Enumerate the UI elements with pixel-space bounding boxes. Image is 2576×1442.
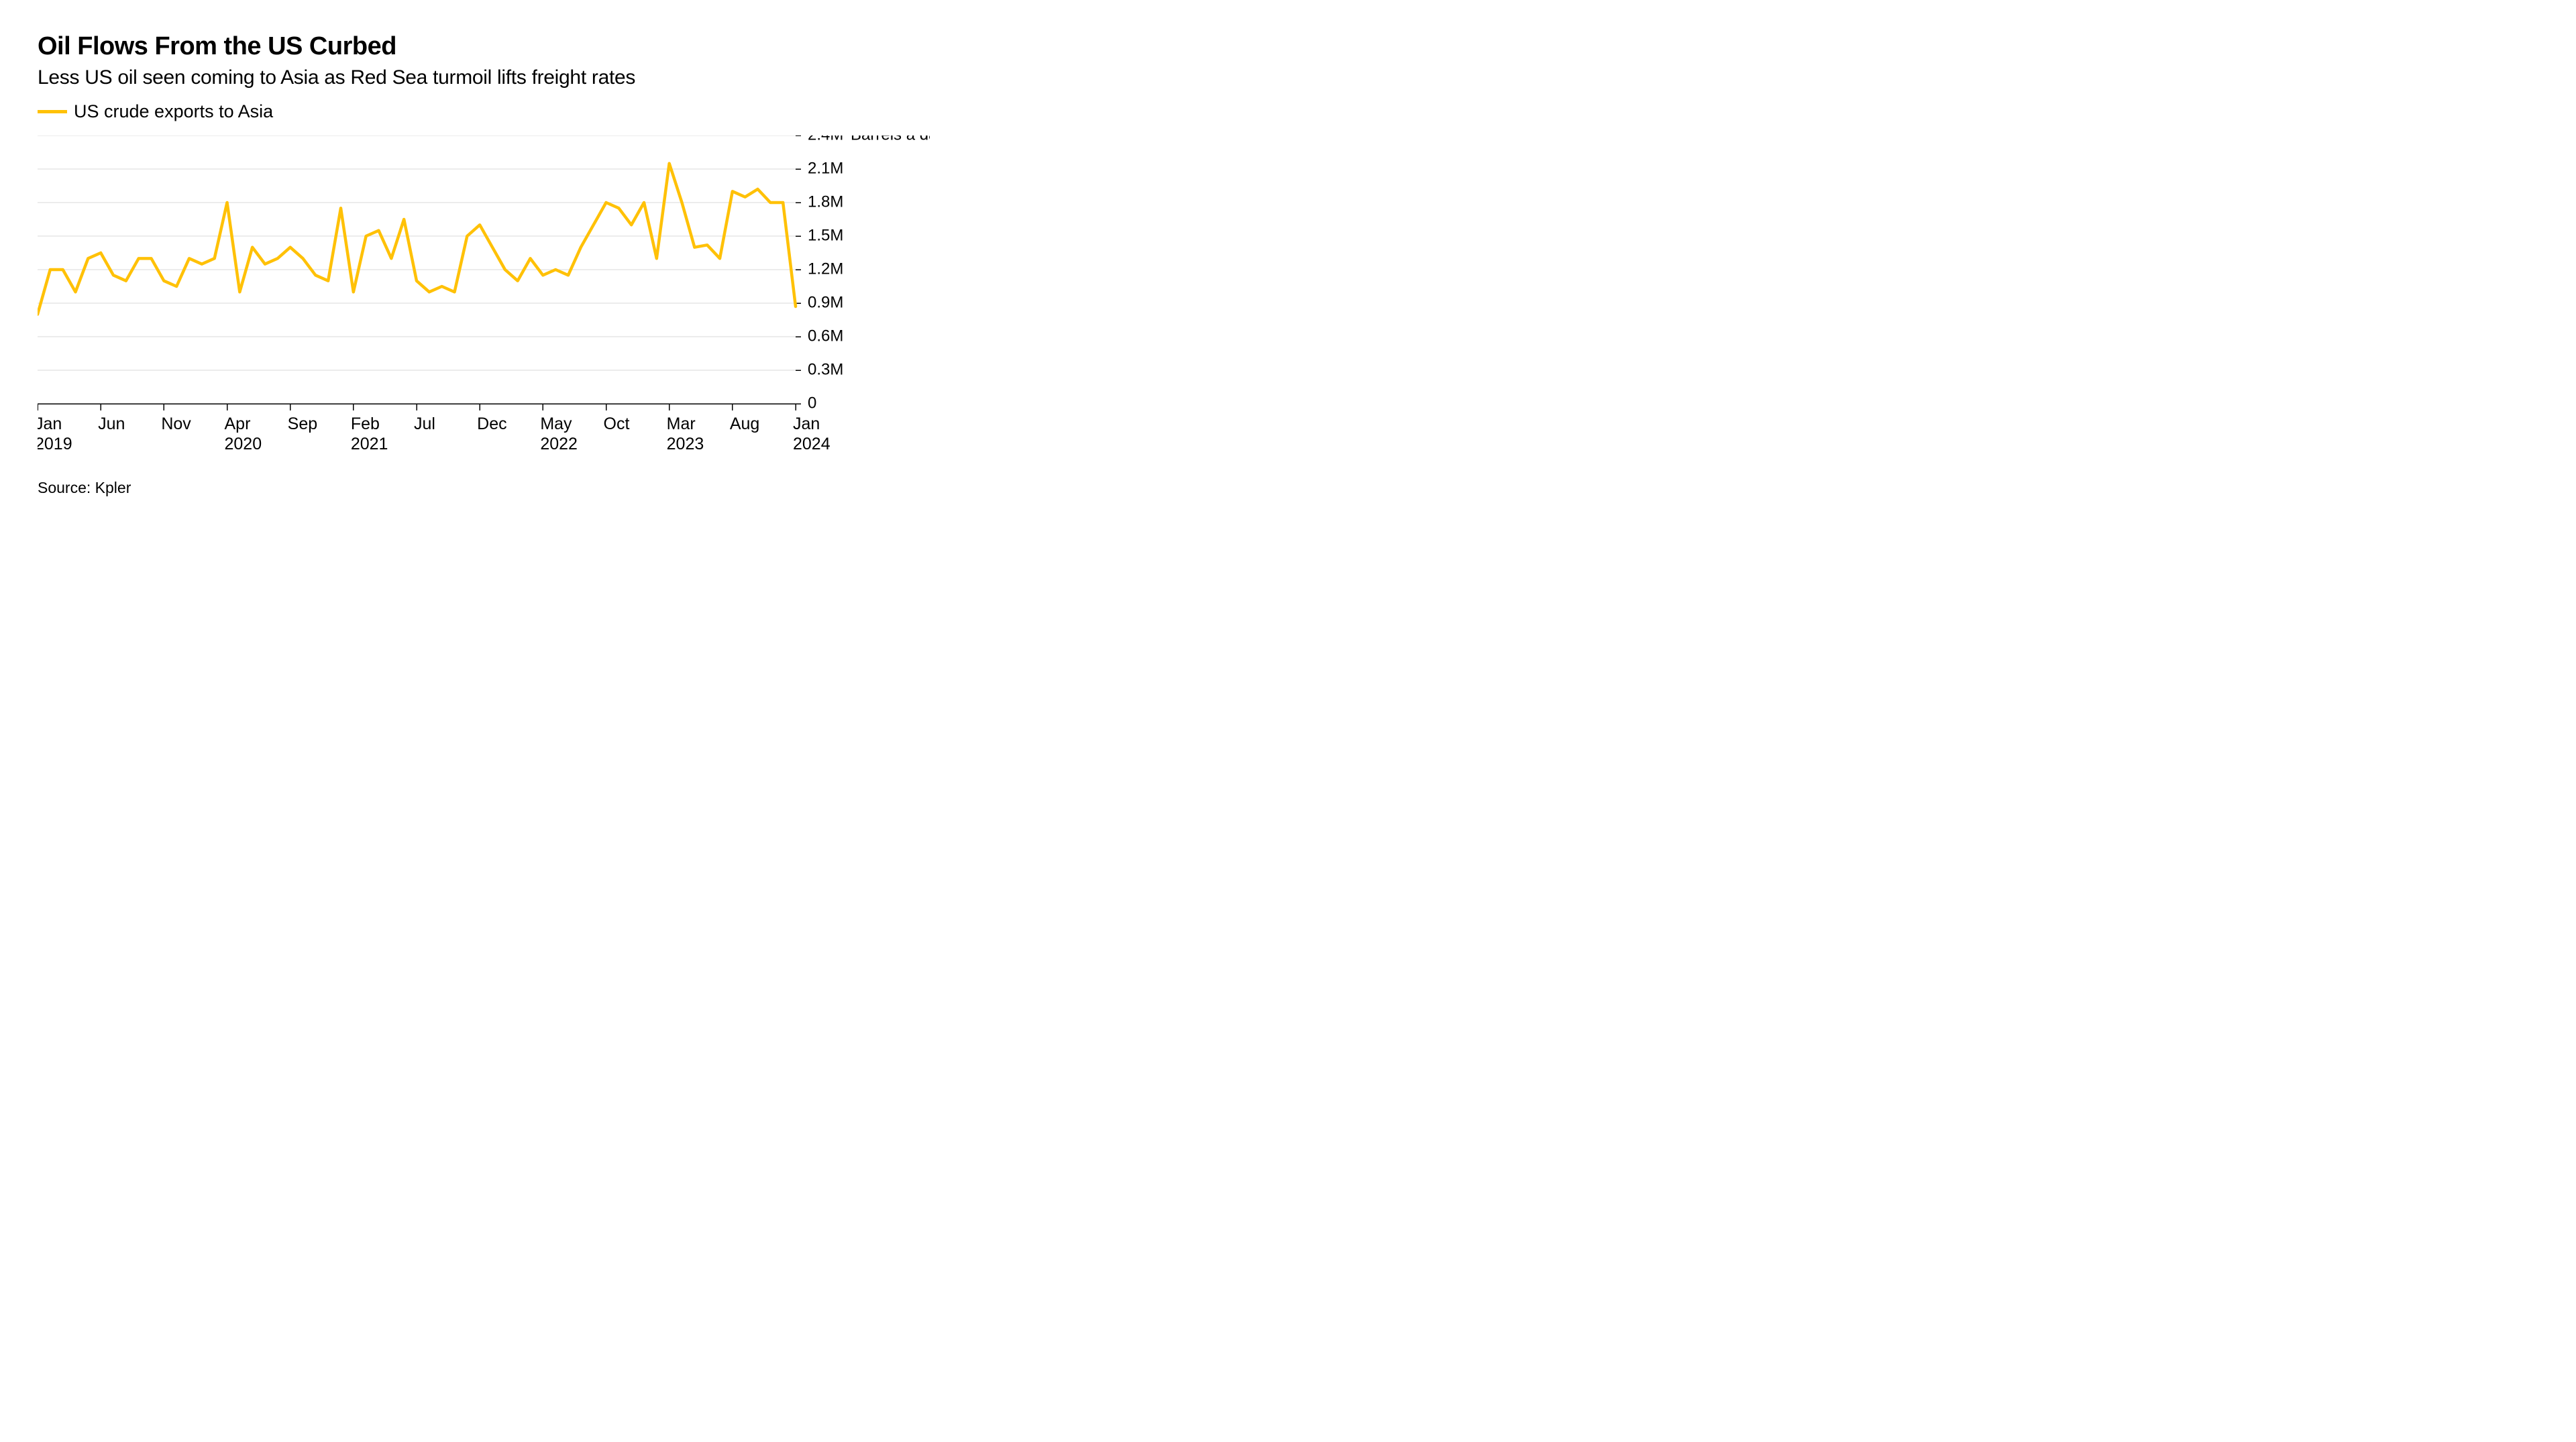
- svg-text:0.3M: 0.3M: [808, 360, 843, 378]
- svg-text:0.9M: 0.9M: [808, 293, 843, 311]
- svg-text:2.1M: 2.1M: [808, 159, 843, 177]
- legend-label: US crude exports to Asia: [74, 101, 273, 122]
- legend: US crude exports to Asia: [38, 101, 2538, 122]
- svg-text:2023: 2023: [667, 435, 704, 451]
- svg-text:Feb: Feb: [351, 414, 380, 433]
- chart-title: Oil Flows From the US Curbed: [38, 32, 2538, 61]
- svg-text:Jan: Jan: [793, 414, 820, 433]
- svg-text:Nov: Nov: [161, 414, 191, 433]
- line-chart: 2.4M Barrels a day 2.1M 1.8M 1.5M 1.2M 0.9M 0.6…: [38, 135, 930, 451]
- svg-text:Apr: Apr: [225, 414, 251, 433]
- chart-container: 2.4M Barrels a day 2.1M 1.8M 1.5M 1.2M 0.9M 0.6…: [38, 135, 2538, 451]
- svg-text:Jan: Jan: [38, 414, 62, 433]
- svg-text:2019: 2019: [38, 435, 72, 451]
- svg-text:Jul: Jul: [414, 414, 435, 433]
- svg-text:0.6M: 0.6M: [808, 327, 843, 345]
- svg-text:May: May: [540, 414, 572, 433]
- svg-text:2022: 2022: [540, 435, 578, 451]
- svg-text:Aug: Aug: [730, 414, 759, 433]
- svg-text:Sep: Sep: [288, 414, 317, 433]
- svg-text:2020: 2020: [225, 435, 262, 451]
- svg-text:1.8M: 1.8M: [808, 192, 843, 211]
- svg-text:2021: 2021: [351, 435, 388, 451]
- svg-text:Dec: Dec: [477, 414, 506, 433]
- svg-text:Jun: Jun: [98, 414, 125, 433]
- svg-text:Mar: Mar: [667, 414, 696, 433]
- svg-text:0: 0: [808, 394, 816, 412]
- svg-text:1.2M: 1.2M: [808, 260, 843, 278]
- legend-swatch: [38, 110, 67, 113]
- svg-text:Oct: Oct: [604, 414, 630, 433]
- source-attribution: Source: Kpler: [38, 479, 2538, 497]
- svg-text:2024: 2024: [793, 435, 830, 451]
- chart-subtitle: Less US oil seen coming to Asia as Red S…: [38, 66, 2538, 89]
- svg-text:2.4M: 2.4M: [808, 135, 843, 144]
- svg-text:Barrels a day: Barrels a day: [851, 135, 930, 144]
- svg-text:1.5M: 1.5M: [808, 226, 843, 244]
